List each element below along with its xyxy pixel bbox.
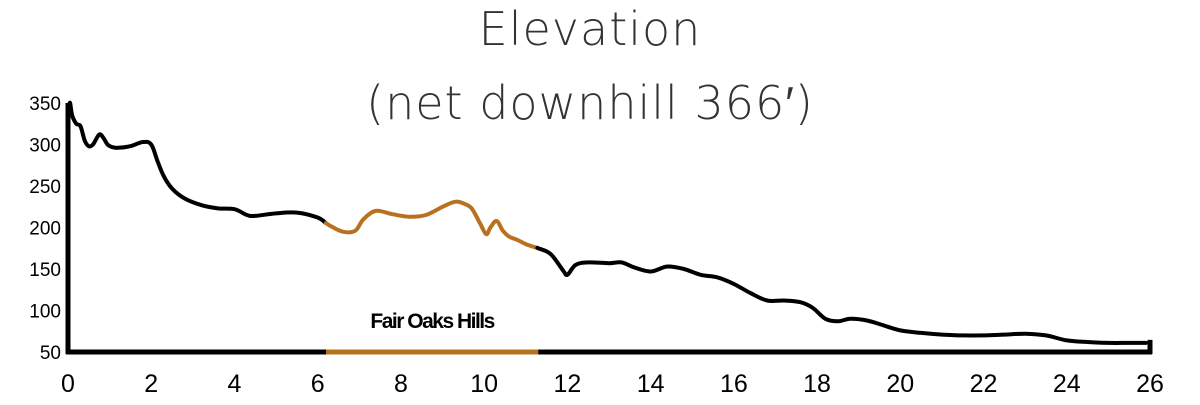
x-tick-label: 14 [637,370,665,398]
x-tick-label: 24 [1053,370,1081,398]
x-tick-label: 0 [61,370,75,398]
y-tick-label: 300 [29,136,61,157]
y-tick-label: 150 [29,260,61,281]
x-tick-label: 16 [720,370,748,398]
elevation-line-highlight [324,199,541,251]
x-tick-label: 2 [144,370,158,398]
x-tick-label: 22 [970,370,998,398]
chart-title: Elevation [478,2,702,56]
x-tick-label: 10 [470,370,498,398]
x-tick-label: 18 [803,370,831,398]
y-tick-label: 250 [29,177,61,198]
x-tick-label: 20 [886,370,914,398]
highlight-label: Fair Oaks Hills [370,310,494,333]
chart-subtitle: (net downhill 366′) [366,76,814,130]
elevation-line-end [535,245,1148,345]
y-tick-label: 50 [40,343,61,364]
y-tick-label: 100 [29,302,61,323]
x-tick-label: 12 [553,370,581,398]
x-tick-label: 26 [1136,370,1164,398]
elevation-line-start [66,100,328,226]
x-tick-label: 6 [311,370,325,398]
y-tick-label: 200 [29,219,61,240]
y-tick-label: 350 [29,94,61,115]
x-tick-label: 4 [228,370,242,398]
x-tick-label: 8 [394,370,408,398]
